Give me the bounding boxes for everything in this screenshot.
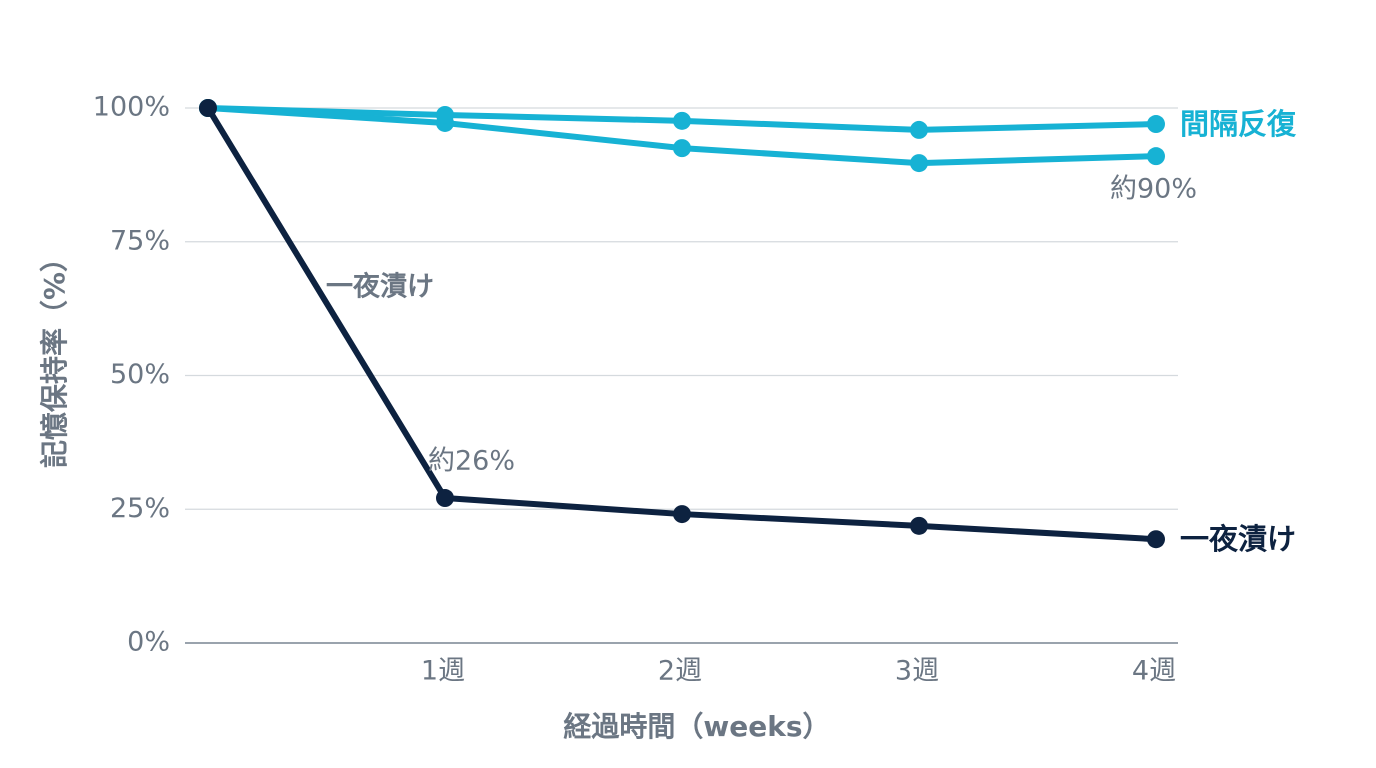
y-tick-label: 25% — [110, 493, 170, 524]
annotation: 約26% — [428, 446, 515, 477]
series-label: 一夜漬け — [1180, 522, 1296, 556]
annotation: 一夜漬け — [326, 271, 434, 303]
data-point — [199, 99, 217, 117]
data-point — [1147, 115, 1165, 134]
y-tick-label: 50% — [110, 359, 170, 390]
y-tick-label: 0% — [127, 627, 170, 658]
x-tick-label: 3週 — [895, 656, 939, 687]
data-point — [436, 489, 454, 508]
data-point — [1147, 530, 1165, 549]
y-tick-label: 100% — [93, 92, 170, 123]
annotation: 約90% — [1110, 174, 1197, 205]
data-point — [910, 154, 928, 173]
x-axis-title: 経過時間（weeks） — [563, 710, 830, 743]
series-line — [205, 106, 1157, 543]
data-point — [436, 105, 454, 124]
y-tick-label: 75% — [110, 225, 170, 256]
x-tick-label: 2週 — [658, 656, 702, 687]
x-tick-label: 1週 — [421, 656, 465, 687]
data-point — [910, 516, 928, 535]
data-point — [673, 505, 691, 524]
data-point — [673, 139, 691, 158]
y-axis-title: 記憶保持率（%） — [38, 244, 71, 468]
data-point — [910, 120, 928, 139]
x-tick-label: 4週 — [1132, 656, 1176, 687]
data-point — [1147, 147, 1165, 166]
series-label: 間隔反復 — [1180, 107, 1297, 141]
data-point — [673, 111, 691, 130]
